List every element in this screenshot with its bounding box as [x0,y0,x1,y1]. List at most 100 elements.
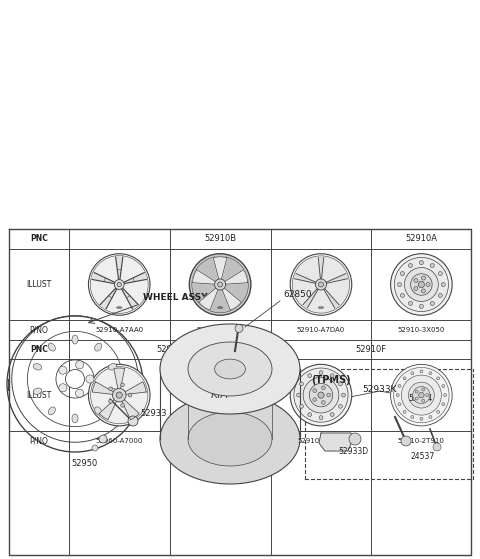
Circle shape [75,389,84,397]
Circle shape [403,410,406,413]
Circle shape [430,264,434,268]
Circle shape [411,372,414,375]
Circle shape [414,286,418,291]
Circle shape [112,389,126,402]
Polygon shape [323,288,339,308]
Circle shape [330,413,334,416]
Ellipse shape [48,407,55,415]
Polygon shape [92,382,115,395]
Ellipse shape [200,380,240,410]
Circle shape [313,398,317,401]
Circle shape [297,393,300,397]
Circle shape [120,383,124,387]
Circle shape [327,394,331,397]
Ellipse shape [217,307,223,309]
Circle shape [422,399,425,402]
Circle shape [116,392,122,398]
Circle shape [319,371,323,375]
Circle shape [426,394,429,396]
Circle shape [420,370,423,373]
Circle shape [292,256,349,313]
Circle shape [290,254,352,315]
Circle shape [391,254,452,315]
Circle shape [117,282,121,287]
Circle shape [192,256,249,313]
Circle shape [401,375,442,415]
Circle shape [442,385,445,387]
Circle shape [315,279,326,290]
Polygon shape [295,273,317,283]
Polygon shape [303,288,319,308]
Circle shape [408,301,412,305]
Circle shape [308,374,312,377]
Circle shape [437,377,440,380]
Circle shape [128,416,138,426]
Circle shape [400,272,405,276]
Circle shape [313,389,317,392]
Circle shape [437,410,440,413]
Polygon shape [224,269,248,284]
Circle shape [235,325,243,333]
Text: 52960: 52960 [156,345,183,354]
Text: 52910-2H910: 52910-2H910 [297,438,345,444]
Ellipse shape [95,407,102,415]
Circle shape [400,293,405,297]
Text: 52933D: 52933D [338,447,368,456]
Ellipse shape [48,343,55,351]
Circle shape [408,382,434,408]
Polygon shape [100,287,117,309]
Ellipse shape [108,388,117,395]
Circle shape [318,392,324,398]
Circle shape [75,361,84,369]
Text: 52933: 52933 [140,410,167,419]
Ellipse shape [215,359,245,379]
Circle shape [420,260,423,264]
Text: 52910-A7DA0: 52910-A7DA0 [297,327,345,333]
Polygon shape [92,273,116,284]
Text: PNC: PNC [30,345,48,354]
Circle shape [189,254,251,315]
Circle shape [91,367,148,424]
Circle shape [308,413,312,416]
Ellipse shape [72,414,78,423]
Circle shape [294,368,348,422]
Circle shape [59,383,67,392]
Circle shape [420,304,423,309]
Ellipse shape [160,324,300,414]
Circle shape [128,394,132,397]
Circle shape [394,367,449,423]
Circle shape [349,433,361,445]
Polygon shape [318,257,324,280]
Polygon shape [114,368,125,390]
Ellipse shape [33,363,42,370]
Circle shape [398,385,401,387]
Circle shape [86,375,94,383]
Circle shape [88,254,150,315]
Circle shape [330,374,334,377]
Circle shape [290,364,352,426]
Text: 52960-3W200: 52960-3W200 [195,438,245,444]
Circle shape [300,405,303,408]
Text: 52910-2T910: 52910-2T910 [398,438,445,444]
Circle shape [444,394,446,396]
Ellipse shape [72,335,78,344]
Ellipse shape [188,342,272,396]
Polygon shape [319,433,353,451]
Text: 62850: 62850 [283,290,312,299]
Text: (TPMS): (TPMS) [311,375,350,385]
Circle shape [408,264,412,268]
Circle shape [300,382,303,386]
Polygon shape [213,257,227,281]
Circle shape [422,388,425,391]
Text: 52910A: 52910A [406,234,437,244]
Circle shape [391,364,452,426]
Circle shape [99,435,107,443]
Circle shape [433,443,441,451]
Circle shape [217,282,223,287]
Text: 52910B: 52910B [204,234,236,244]
Circle shape [397,282,402,287]
Circle shape [418,281,424,287]
Text: WHEEL ASSY: WHEEL ASSY [143,293,208,302]
Circle shape [442,402,445,406]
Ellipse shape [95,343,102,351]
